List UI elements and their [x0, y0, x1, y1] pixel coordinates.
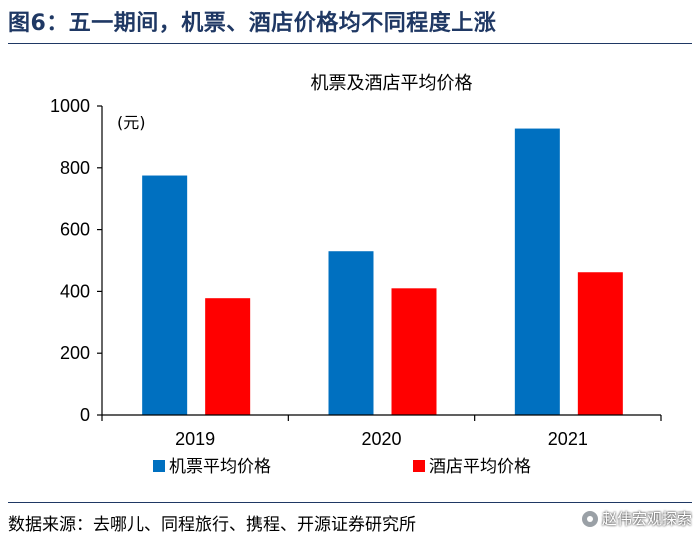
x-tick-label: 2020 [361, 429, 401, 449]
bar-airfare-2020 [328, 251, 374, 415]
y-tick-label: 0 [80, 405, 90, 425]
wechat-icon [581, 510, 598, 527]
y-tick-label: 400 [60, 281, 90, 301]
bar-hotel-2019 [205, 298, 251, 415]
bar-hotel-2020 [391, 288, 437, 415]
chart-title: 机票及酒店平均价格 [311, 73, 473, 94]
bar-airfare-2019 [142, 175, 188, 415]
figure-title: 图6：五一期间，机票、酒店价格均不同程度上涨 [8, 11, 497, 36]
y-tick-label: 800 [60, 158, 90, 178]
legend-label-hotel: 酒店平均价格 [429, 457, 531, 477]
x-tick-label: 2021 [548, 429, 588, 449]
source-rule [8, 502, 692, 503]
watermark-label: 赵伟宏观探索 [601, 510, 692, 528]
watermark: 赵伟宏观探索 [581, 508, 692, 529]
bar-chart: 机票及酒店平均价格 (元) 2019 2020 2021 0 200 400 600 800 100… [50, 73, 662, 477]
title-rule [8, 43, 692, 44]
y-tick-label: 600 [60, 220, 90, 240]
y-unit-label: (元) [117, 113, 146, 132]
bar-hotel-2021 [577, 272, 623, 415]
legend-swatch-airfare [153, 460, 165, 472]
source-note: 数据来源：去哪儿、同程旅行、携程、开源证券研究所 [8, 515, 416, 535]
bar-airfare-2021 [514, 128, 560, 415]
legend-swatch-hotel [413, 460, 425, 472]
legend-label-airfare: 机票平均价格 [169, 457, 271, 477]
y-tick-label: 1000 [50, 96, 90, 116]
x-tick-label: 2019 [175, 429, 215, 449]
y-tick-label: 200 [60, 343, 90, 363]
